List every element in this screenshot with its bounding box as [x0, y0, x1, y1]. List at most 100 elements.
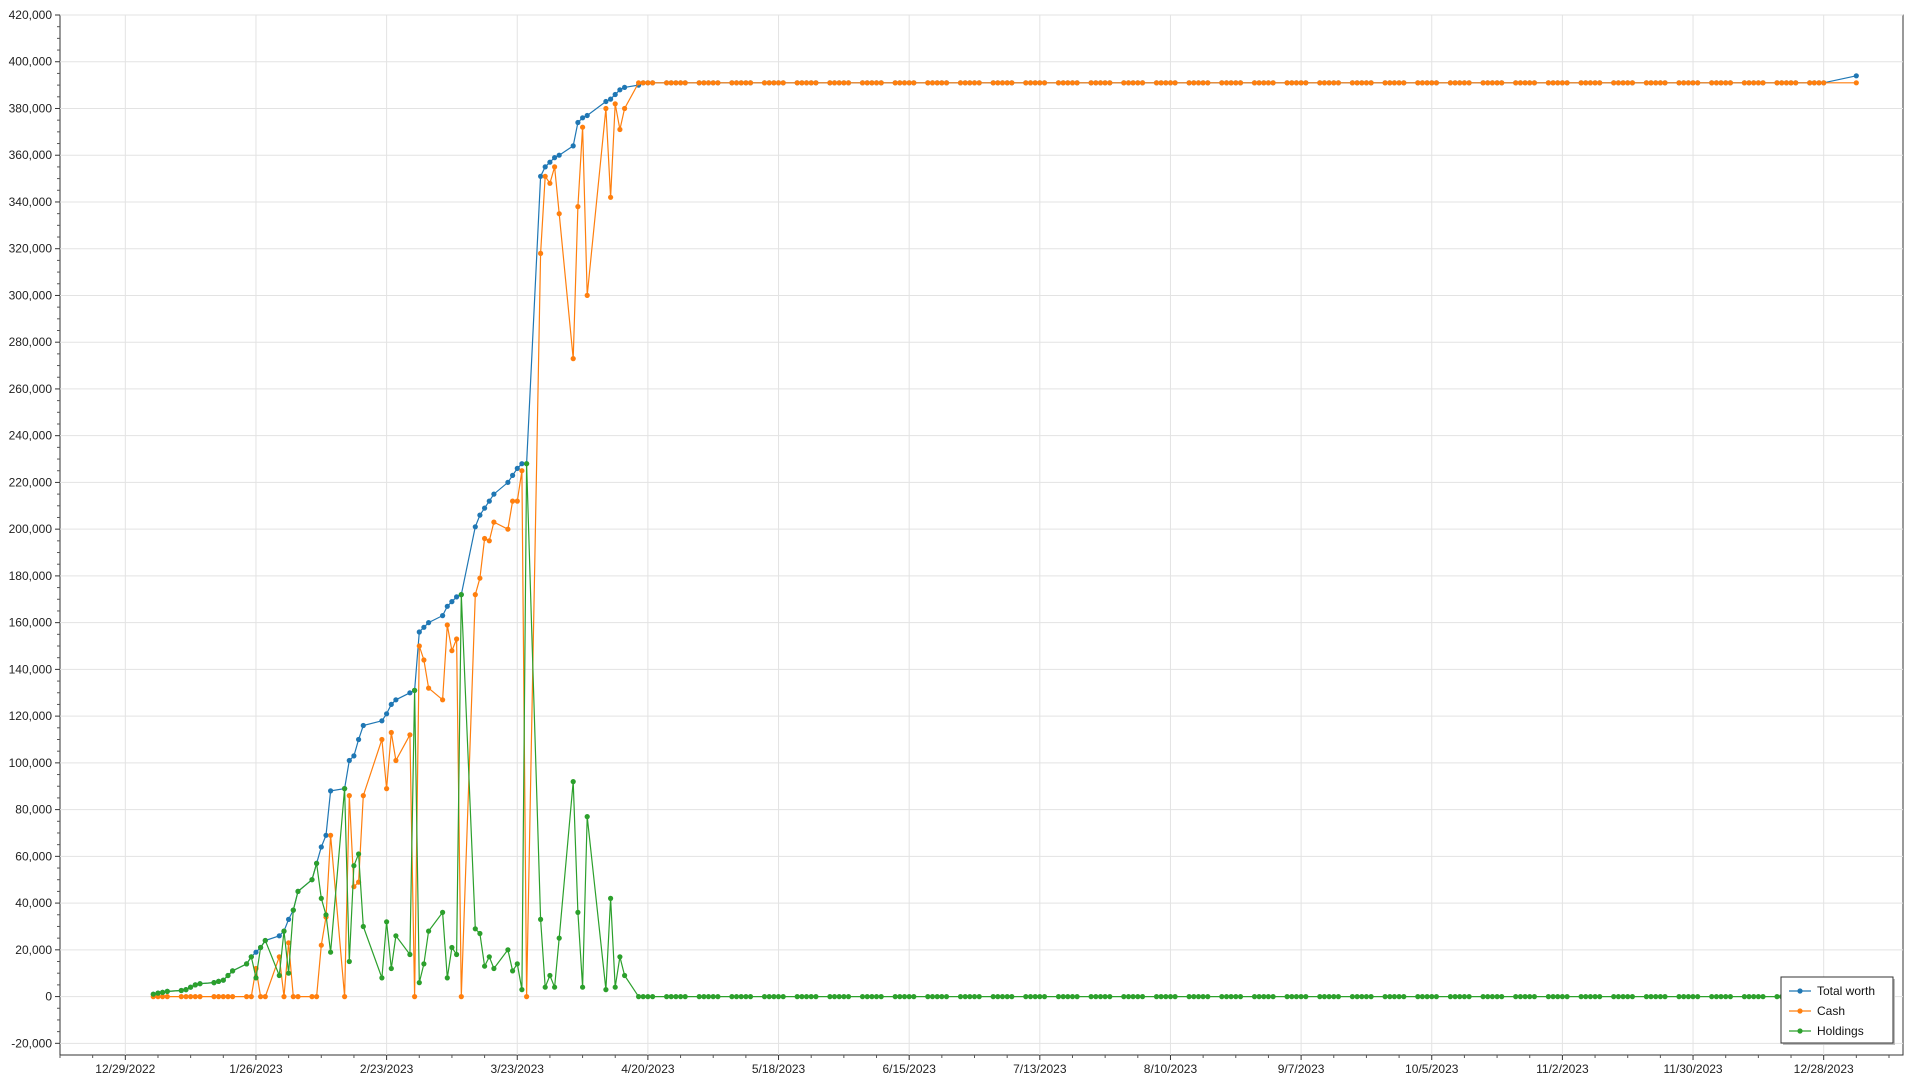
data-point — [1023, 80, 1029, 86]
data-point — [897, 80, 903, 86]
data-point — [258, 994, 264, 1000]
data-point — [556, 152, 562, 158]
data-point — [1513, 80, 1519, 86]
data-point — [1559, 994, 1565, 1000]
data-point — [514, 498, 520, 504]
data-point — [1284, 994, 1290, 1000]
data-point — [416, 643, 422, 649]
data-point — [281, 928, 287, 934]
data-point — [286, 916, 292, 923]
data-point — [999, 80, 1006, 86]
data-point — [1228, 80, 1234, 86]
data-point — [733, 80, 740, 86]
data-point — [1135, 80, 1141, 86]
data-point — [1685, 80, 1691, 86]
data-point — [1615, 80, 1621, 86]
data-point — [733, 994, 740, 1000]
data-point — [1760, 80, 1766, 86]
data-point — [1419, 994, 1425, 1000]
data-point — [1387, 80, 1393, 86]
data-point — [477, 575, 483, 581]
data-point — [645, 80, 651, 86]
y-tick-label: 340,000 — [9, 195, 53, 209]
data-point — [911, 80, 917, 86]
data-point — [1741, 994, 1747, 1000]
data-point — [803, 80, 810, 86]
data-point — [314, 994, 320, 1000]
series-cash — [150, 80, 1859, 1000]
data-point — [645, 994, 651, 1000]
data-point — [608, 194, 614, 200]
data-point — [216, 978, 222, 985]
data-point — [230, 968, 236, 974]
data-point — [575, 204, 581, 210]
data-point — [696, 80, 702, 86]
data-point — [1853, 80, 1859, 86]
data-point — [1363, 80, 1369, 86]
data-point — [248, 994, 254, 1000]
data-point — [1494, 80, 1500, 86]
data-point — [836, 80, 842, 86]
data-point — [449, 944, 455, 951]
data-point — [1065, 80, 1071, 86]
data-point — [1550, 994, 1556, 1000]
data-point — [1452, 80, 1458, 86]
data-point — [1363, 994, 1369, 1000]
data-point — [1727, 80, 1733, 86]
data-point — [1531, 994, 1537, 1000]
data-point — [552, 164, 558, 170]
data-point — [743, 994, 749, 1000]
data-point — [216, 994, 222, 1000]
data-point — [640, 994, 646, 1000]
data-point — [342, 994, 348, 1000]
data-point — [328, 832, 334, 838]
data-point — [509, 968, 516, 974]
data-point — [1172, 994, 1178, 1000]
data-point — [486, 954, 492, 960]
data-point — [813, 80, 819, 86]
data-point — [183, 994, 189, 1000]
data-point — [1690, 80, 1696, 86]
data-point — [1447, 994, 1453, 1000]
data-point — [444, 603, 450, 609]
data-point — [1774, 80, 1780, 86]
data-point — [1074, 994, 1080, 1000]
data-point — [1648, 80, 1654, 86]
data-point — [449, 599, 455, 605]
data-point — [379, 718, 385, 724]
data-point — [552, 155, 558, 161]
data-point — [1107, 994, 1113, 1000]
data-point — [617, 954, 623, 960]
data-point — [384, 786, 390, 792]
data-point — [421, 657, 427, 663]
data-point — [612, 101, 618, 107]
data-point — [1746, 80, 1752, 86]
data-point — [211, 994, 217, 1000]
data-point — [1032, 994, 1038, 1000]
data-point — [827, 994, 833, 1000]
data-point — [934, 80, 940, 86]
x-tick-label: 11/2/2023 — [1536, 1062, 1589, 1076]
data-point — [407, 690, 413, 696]
data-point — [873, 994, 880, 1000]
data-point — [505, 947, 511, 953]
data-point — [1200, 994, 1206, 1000]
data-point — [608, 96, 614, 102]
data-point — [580, 124, 586, 130]
data-point — [761, 994, 768, 1000]
data-point — [864, 994, 870, 1000]
data-point — [286, 970, 292, 976]
data-point — [664, 80, 670, 86]
data-point — [472, 592, 478, 598]
data-point — [1004, 994, 1010, 1000]
data-point — [990, 80, 996, 86]
data-point — [729, 994, 735, 1000]
x-tick-label: 11/30/2023 — [1663, 1062, 1722, 1076]
data-point — [211, 980, 217, 986]
data-point — [1223, 80, 1230, 86]
data-point — [999, 994, 1006, 1000]
data-point — [1592, 80, 1598, 86]
data-point — [1195, 994, 1202, 1000]
data-point — [640, 80, 646, 86]
data-point — [1545, 80, 1551, 86]
